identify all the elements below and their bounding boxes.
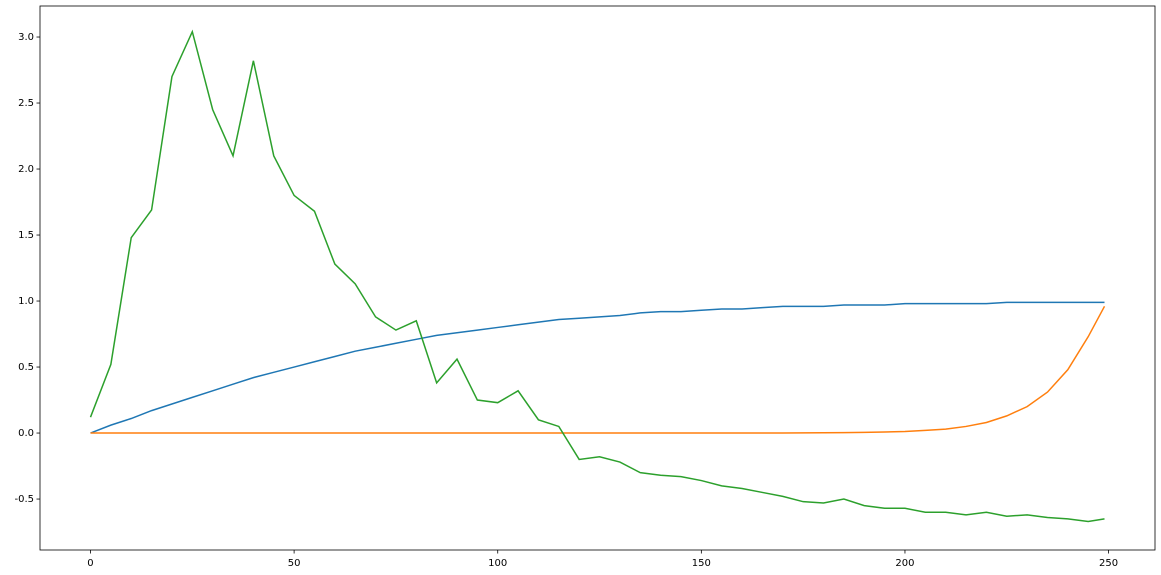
y-tick-label: -0.5 [14,494,34,505]
y-tick-label: 0.0 [18,428,34,439]
y-tick-label: 0.5 [18,362,34,373]
y-tick-label: 2.0 [18,164,34,175]
y-tick-label: 1.5 [18,230,34,241]
axes-frame [39,5,1156,551]
line-series [89,29,1105,523]
y-tick-label: 3.0 [18,32,34,43]
x-tick-label: 250 [1099,558,1118,569]
x-tick-label: 50 [288,558,301,569]
line-series [90,301,1105,434]
x-tick-label: 0 [87,558,93,569]
x-tick-label: 100 [488,558,507,569]
y-tick-label: 1.0 [18,296,34,307]
line-series [90,305,1106,434]
y-tick-label: 2.5 [18,98,34,109]
x-tick-label: 150 [692,558,711,569]
x-tick-label: 200 [895,558,914,569]
